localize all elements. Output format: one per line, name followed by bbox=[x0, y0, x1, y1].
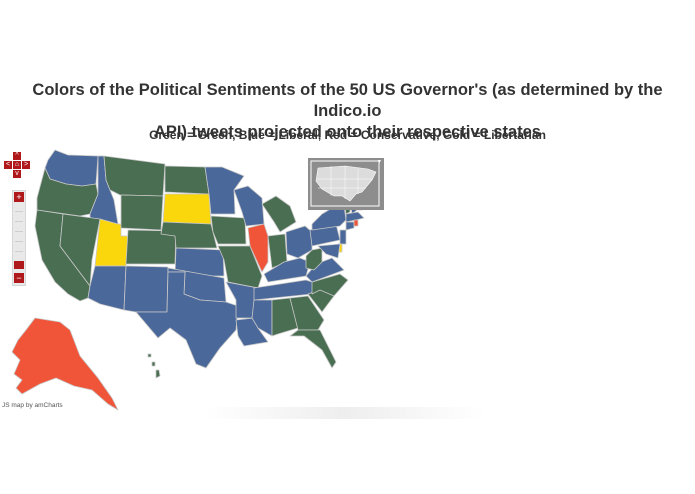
zoom-tick bbox=[15, 211, 23, 212]
zoom-handle[interactable] bbox=[14, 261, 24, 269]
state-west-virginia[interactable]: West Virginia bbox=[305, 247, 323, 271]
state-new-york[interactable]: New York bbox=[311, 205, 347, 231]
state-wyoming[interactable]: Wyoming bbox=[120, 194, 164, 231]
map-subtitle: Green = Green, Blue = Liberal, Red = Con… bbox=[149, 128, 546, 142]
zoom-tick bbox=[15, 251, 23, 252]
state-colorado[interactable]: Colorado bbox=[125, 229, 177, 265]
zoom-out-button[interactable]: − bbox=[14, 273, 24, 283]
state-arkansas[interactable]: Arkansas bbox=[225, 281, 259, 319]
zoom-tick bbox=[15, 221, 23, 222]
map-title-line-2: API) tweets projected onto their respect… bbox=[154, 123, 541, 141]
state-illinois[interactable]: Illinois bbox=[247, 223, 269, 273]
overview-viewport-rect bbox=[310, 160, 380, 207]
state-alaska[interactable]: Alaska bbox=[11, 317, 119, 411]
state-nevada[interactable]: Nevada bbox=[59, 213, 101, 287]
state-connecticut[interactable]: Connecticut bbox=[345, 221, 355, 231]
state-alabama[interactable]: Alabama bbox=[271, 297, 299, 337]
state-massachusetts[interactable]: Massachusetts bbox=[345, 211, 365, 223]
state-new-mexico[interactable]: New Mexico bbox=[123, 265, 169, 313]
states-layer: WashingtonOregonCaliforniaIdahoNevadaUta… bbox=[11, 149, 377, 411]
state-north-dakota[interactable]: North Dakota bbox=[164, 165, 210, 195]
state-kansas[interactable]: Kansas bbox=[174, 247, 225, 277]
zoom-slider[interactable]: + − bbox=[12, 190, 26, 286]
overview-state-lines bbox=[318, 166, 372, 199]
state-arizona[interactable]: Arizona bbox=[87, 265, 127, 311]
state-iowa[interactable]: Iowa bbox=[210, 215, 247, 245]
state-florida[interactable]: Florida bbox=[289, 329, 337, 369]
zoom-tick bbox=[15, 231, 23, 232]
state-maryland[interactable]: Maryland bbox=[317, 243, 341, 259]
state-minnesota[interactable]: Minnesota bbox=[204, 166, 245, 215]
state-north-carolina[interactable]: North Carolina bbox=[311, 273, 349, 297]
zoom-tick bbox=[15, 241, 23, 242]
map-title-line-1: Colors of the Political Sentiments of th… bbox=[32, 81, 663, 120]
state-montana[interactable]: Montana bbox=[103, 155, 166, 197]
state-georgia[interactable]: Georgia bbox=[289, 295, 325, 331]
amcharts-credit[interactable]: JS map by amCharts bbox=[2, 402, 63, 409]
pan-right-button[interactable]: > bbox=[22, 161, 30, 169]
overview-collapse-icon[interactable] bbox=[378, 160, 381, 163]
small-overview-map[interactable] bbox=[308, 158, 384, 210]
state-mississippi[interactable]: Mississippi bbox=[251, 299, 273, 337]
pan-up-button[interactable]: ^ bbox=[13, 152, 21, 160]
home-button[interactable]: ⌂ bbox=[13, 161, 21, 169]
state-south-dakota[interactable]: South Dakota bbox=[162, 193, 212, 225]
state-ohio[interactable]: Ohio bbox=[285, 225, 313, 259]
map-shadow bbox=[205, 407, 485, 419]
map-title: Colors of the Political Sentiments of th… bbox=[0, 80, 695, 143]
pan-down-button[interactable]: v bbox=[13, 170, 21, 178]
state-michigan[interactable]: Michigan bbox=[261, 195, 297, 233]
pan-controls: ^ < ⌂ > v bbox=[4, 152, 30, 192]
zoom-in-button[interactable]: + bbox=[14, 192, 24, 202]
pan-left-button[interactable]: < bbox=[4, 161, 12, 169]
state-new-jersey[interactable]: New Jersey bbox=[339, 229, 347, 245]
state-hawaii[interactable]: Hawaii bbox=[147, 353, 161, 379]
state-rhode-island[interactable]: Rhode Island bbox=[353, 219, 359, 227]
